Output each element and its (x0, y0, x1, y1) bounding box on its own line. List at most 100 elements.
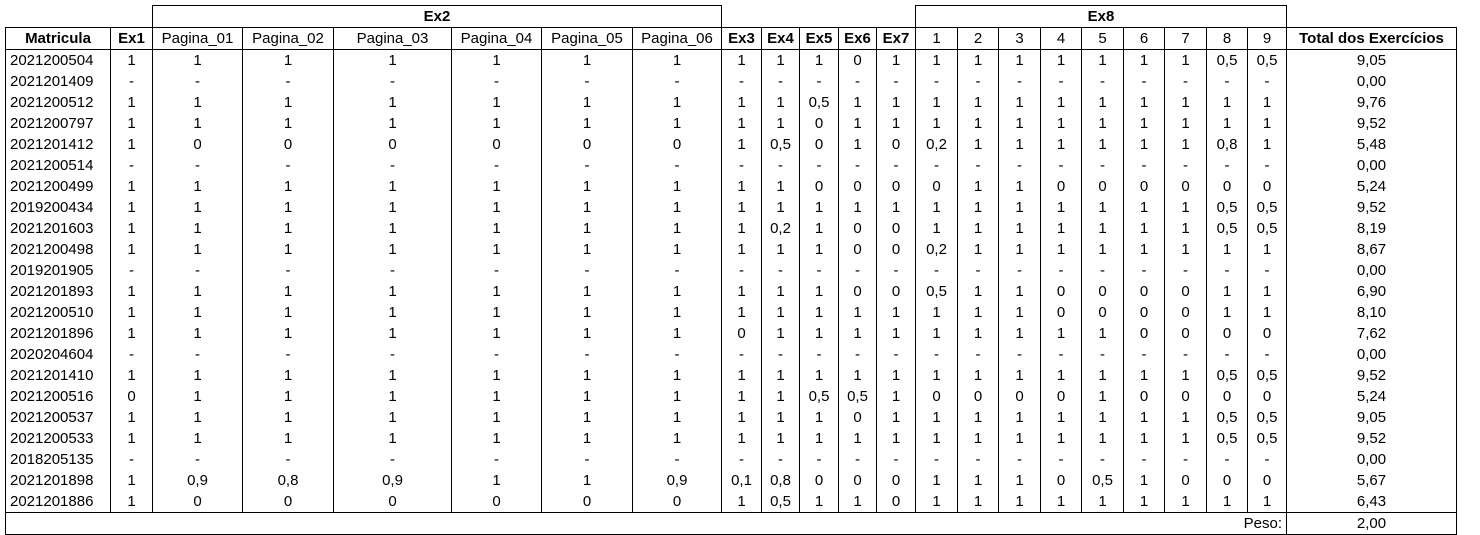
score-cell: 0 (838, 49, 877, 71)
score-cell: 0 (1123, 323, 1165, 344)
score-cell: 1 (152, 49, 243, 71)
score-cell: - (838, 71, 877, 92)
column-header: 6 (1123, 27, 1165, 50)
score-cell: - (998, 71, 1041, 92)
matricula-cell: 2021201603 (5, 218, 111, 239)
score-cell: - (451, 344, 542, 365)
score-cell: 0 (451, 491, 542, 513)
score-cell: 1 (1081, 428, 1124, 449)
score-cell: 1 (799, 302, 839, 323)
score-cell: 1 (915, 470, 958, 491)
score-cell: 1 (721, 176, 762, 197)
matricula-cell: 2021201898 (5, 470, 111, 491)
score-cell: - (915, 155, 958, 176)
score-cell: 1 (998, 323, 1041, 344)
group-header-blank (722, 6, 916, 28)
score-cell: 1 (632, 365, 722, 386)
score-cell: 1 (915, 49, 958, 71)
score-cell: 0,5 (761, 491, 800, 513)
column-header: 5 (1081, 27, 1124, 50)
score-cell: - (998, 155, 1041, 176)
score-cell: 1 (1040, 407, 1082, 428)
score-cell: 1 (998, 49, 1041, 71)
score-cell: 1 (632, 92, 722, 113)
score-cell: 0 (1247, 470, 1287, 491)
score-cell: - (799, 71, 839, 92)
score-cell: - (721, 344, 762, 365)
score-cell: 1 (451, 49, 542, 71)
score-cell: 0 (451, 134, 542, 155)
score-cell: 1 (915, 407, 958, 428)
score-cell: 1 (242, 113, 334, 134)
table-row: 2021200516 0 1 1 1 1 1 1 1 1 0,5 0,5 1 0 0 0 0 1 0 0 0 0 5,24 (5, 386, 1457, 407)
score-cell: 1 (838, 113, 877, 134)
matricula-cell: 2019200434 (5, 197, 111, 218)
table-body: 2021200504 1 1 1 1 1 1 1 1 1 1 0 1 1 1 1 1 1 1 1 0,5 0,5 9,05 2… (5, 49, 1457, 513)
score-cell: 0 (1164, 386, 1207, 407)
score-cell: 1 (1206, 113, 1248, 134)
column-header: Matricula (5, 27, 111, 50)
score-cell: 1 (333, 113, 452, 134)
score-cell: 1 (957, 491, 999, 513)
score-cell: 1 (1123, 49, 1165, 71)
score-cell: 1 (998, 491, 1041, 513)
score-cell: - (957, 155, 999, 176)
score-cell: 1 (110, 113, 153, 134)
score-cell: 1 (110, 428, 153, 449)
score-cell: 0 (1164, 281, 1207, 302)
matricula-cell: 2021200797 (5, 113, 111, 134)
score-cell: 0 (799, 113, 839, 134)
score-cell: 1 (451, 113, 542, 134)
score-cell: 1 (541, 428, 633, 449)
score-cell: 1 (1247, 302, 1287, 323)
matricula-cell: 2021200510 (5, 302, 111, 323)
score-cell: 0 (1081, 302, 1124, 323)
matricula-cell: 2021201412 (5, 134, 111, 155)
score-cell: 1 (1040, 197, 1082, 218)
matricula-cell: 2021201886 (5, 491, 111, 513)
score-cell: - (1081, 344, 1124, 365)
column-header: Ex5 (799, 27, 839, 50)
score-cell: 0 (152, 491, 243, 513)
total-cell: 0,00 (1286, 155, 1457, 176)
score-cell: 1 (110, 323, 153, 344)
score-cell: - (541, 344, 633, 365)
score-cell: - (761, 155, 800, 176)
score-cell: 1 (110, 281, 153, 302)
score-cell: 1 (541, 176, 633, 197)
score-cell: 1 (761, 302, 800, 323)
matricula-cell: 2021200533 (5, 428, 111, 449)
matricula-cell: 2020204604 (5, 344, 111, 365)
score-cell: 1 (838, 365, 877, 386)
score-cell: 0 (1123, 302, 1165, 323)
score-cell: 0 (838, 281, 877, 302)
score-cell: 1 (333, 407, 452, 428)
score-cell: 1 (152, 197, 243, 218)
score-cell: - (1247, 155, 1287, 176)
score-cell: 1 (1206, 302, 1248, 323)
score-cell: - (721, 449, 762, 470)
score-cell: 1 (721, 113, 762, 134)
score-cell: - (876, 449, 916, 470)
score-cell: 0,5 (1206, 49, 1248, 71)
score-cell: 1 (333, 323, 452, 344)
score-cell: 1 (632, 323, 722, 344)
score-cell: 1 (721, 92, 762, 113)
score-cell: 1 (1164, 407, 1207, 428)
score-cell: 0 (152, 134, 243, 155)
score-cell: - (333, 71, 452, 92)
score-cell: 1 (1164, 365, 1207, 386)
score-cell: 1 (915, 113, 958, 134)
score-cell: - (838, 260, 877, 281)
score-cell: 1 (1040, 323, 1082, 344)
score-cell: 1 (333, 218, 452, 239)
table-row: 2021201898 1 0,9 0,8 0,9 1 1 0,9 0,1 0,8 0 0 0 1 1 1 0 0,… (5, 470, 1457, 491)
score-cell: - (876, 260, 916, 281)
score-cell: - (1040, 155, 1082, 176)
score-cell: 1 (721, 134, 762, 155)
group-header-row: Ex2 Ex8 (6, 5, 1457, 28)
score-cell: - (915, 344, 958, 365)
score-cell: - (1040, 344, 1082, 365)
score-cell: 1 (957, 239, 999, 260)
score-cell: - (1040, 71, 1082, 92)
